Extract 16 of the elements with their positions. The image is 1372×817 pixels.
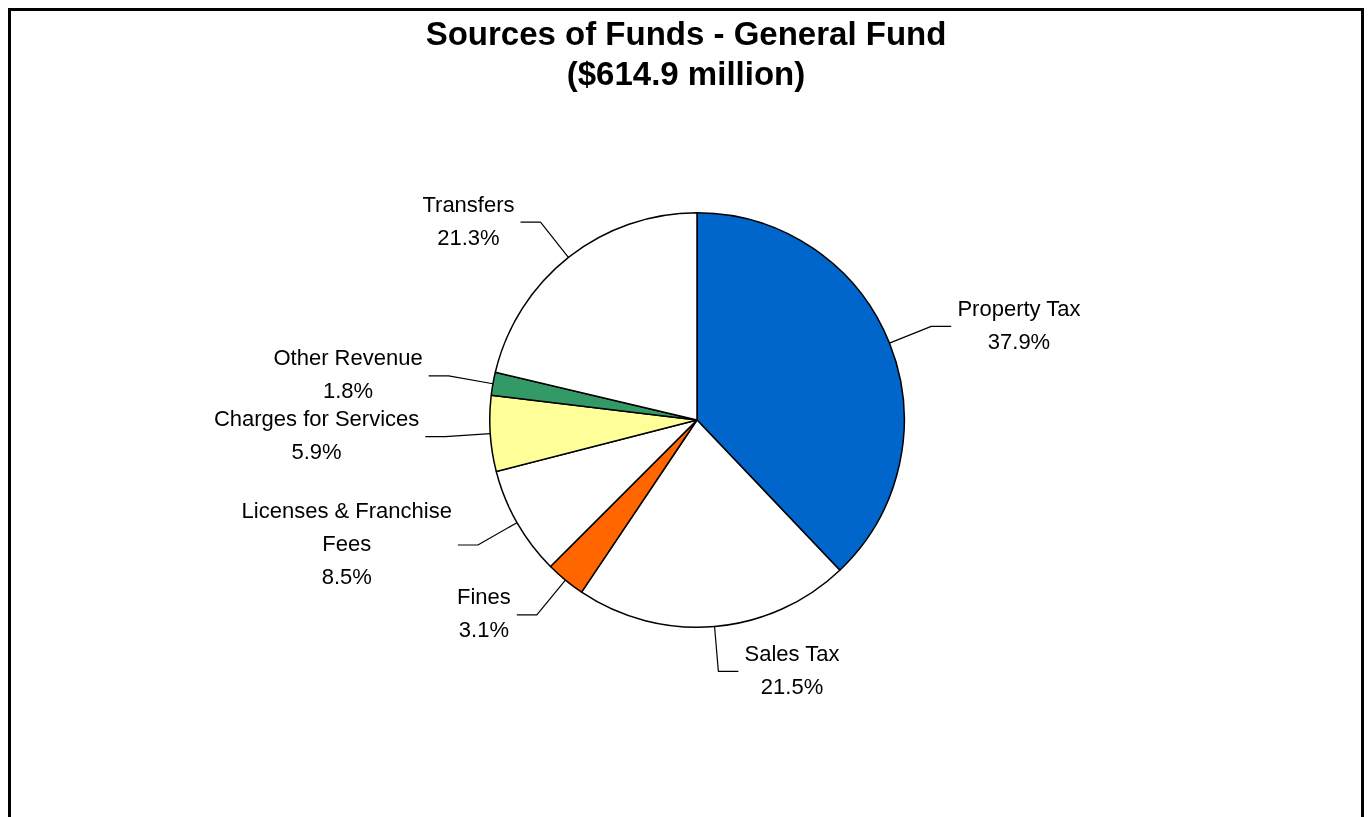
slice-label: Property Tax — [957, 295, 1081, 321]
data-label: 5.9% — [291, 439, 342, 465]
data-label: 37.9% — [987, 328, 1051, 354]
data-label: 3.1% — [458, 617, 509, 643]
slice-label: Other Revenue — [273, 345, 423, 371]
slice-label: Transfers — [422, 191, 515, 217]
slice-label: Licenses & Franchise Fees — [241, 498, 452, 557]
slice-label: Fines — [457, 584, 511, 610]
slice-label: Charges for Services — [213, 406, 420, 432]
data-label: 21.5% — [760, 673, 824, 699]
data-label: 1.8% — [322, 378, 374, 404]
data-label: 8.5% — [321, 564, 372, 590]
chart-subtitle: ($614.9 million) — [565, 54, 807, 94]
chart-title: Sources of Funds - General Fund — [424, 14, 948, 54]
slice-label: Sales Tax — [744, 640, 840, 666]
data-label: 21.3% — [437, 224, 500, 250]
